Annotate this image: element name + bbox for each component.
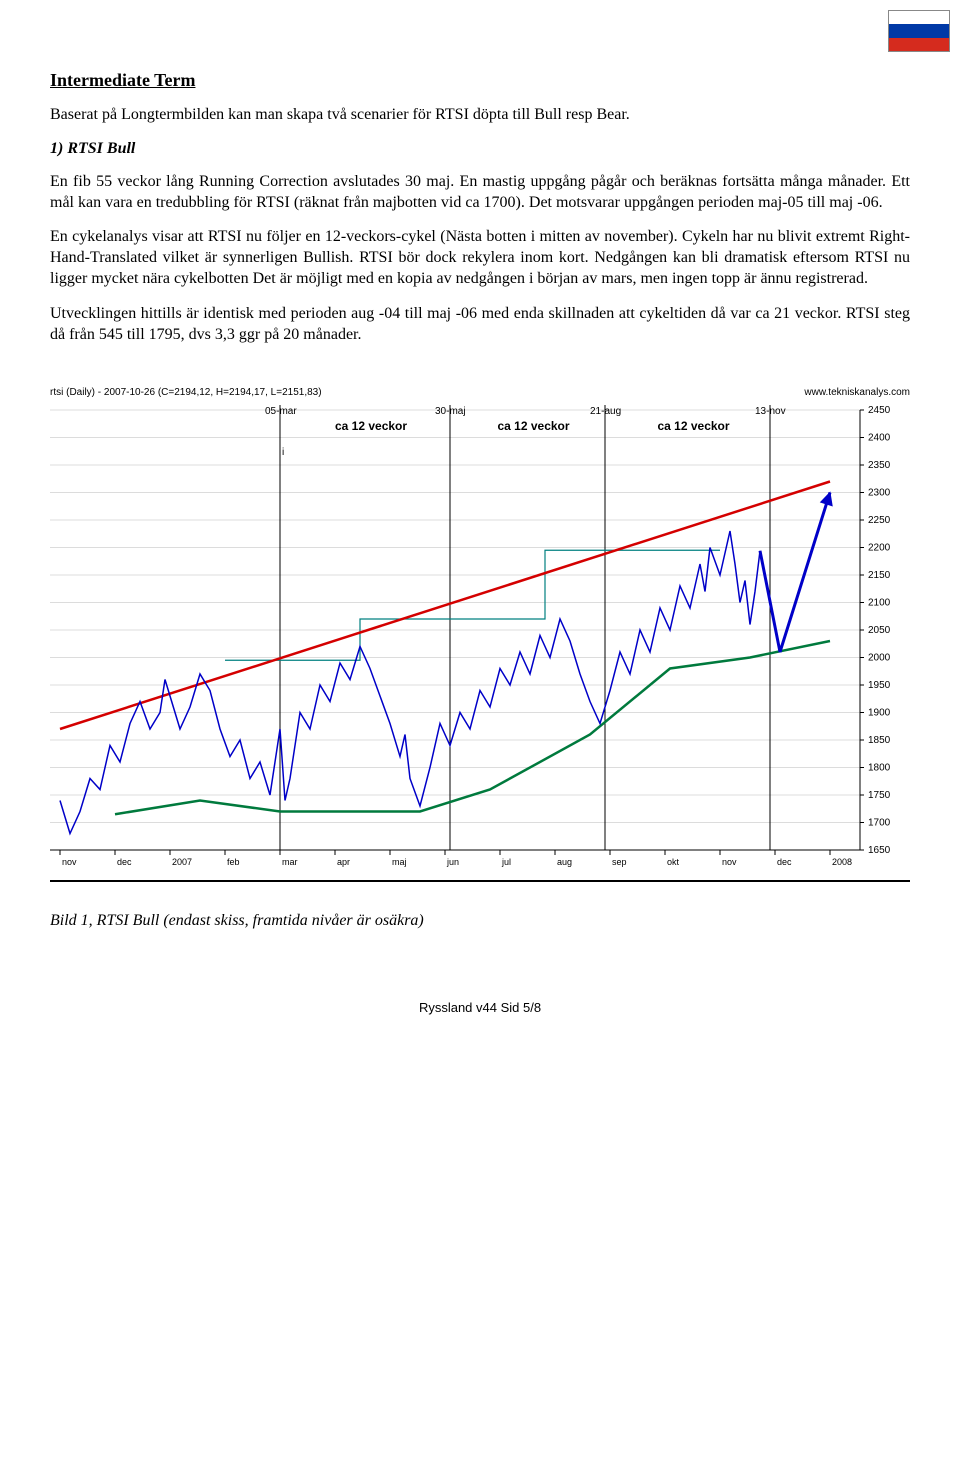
svg-text:jul: jul [501,857,511,867]
chart-header: rtsi (Daily) - 2007-10-26 (C=2194,12, H=… [50,385,910,400]
svg-text:apr: apr [337,857,350,867]
chart-header-right: www.tekniskanalys.com [804,387,910,398]
svg-text:jun: jun [446,857,459,867]
svg-text:nov: nov [722,857,737,867]
body-paragraph-3: Utvecklingen hittills är identisk med pe… [50,304,910,346]
page-footer: Ryssland v44 Sid 5/8 [50,1000,910,1015]
svg-text:2000: 2000 [868,653,891,664]
flag-stripe-top [889,11,949,24]
svg-text:sep: sep [612,857,627,867]
svg-text:mar: mar [282,857,298,867]
svg-text:2350: 2350 [868,460,891,471]
svg-text:2400: 2400 [868,433,891,444]
svg-text:ca 12 veckor: ca 12 veckor [658,419,730,433]
svg-text:1850: 1850 [868,735,891,746]
flag-stripe-mid [889,24,949,37]
body-paragraph-2: En cykelanalys visar att RTSI nu följer … [50,227,910,289]
svg-text:2100: 2100 [868,598,891,609]
flag-icon [888,10,950,52]
svg-text:2150: 2150 [868,570,891,581]
chart-svg: 1650 1700 1750 1800 1850 1900 1950 2000 2050 2100… [50,400,910,880]
svg-text:2007: 2007 [172,857,192,867]
svg-text:1800: 1800 [868,763,891,774]
chart-caption: Bild 1, RTSI Bull (endast skiss, framtid… [50,912,910,930]
svg-text:dec: dec [117,857,132,867]
svg-text:1950: 1950 [868,680,891,691]
svg-text:i: i [282,447,284,458]
svg-text:1650: 1650 [868,845,891,856]
svg-text:2250: 2250 [868,515,891,526]
svg-text:2200: 2200 [868,543,891,554]
svg-text:21-aug: 21-aug [590,406,621,417]
svg-text:aug: aug [557,857,572,867]
section-heading: Intermediate Term [50,70,910,91]
flag-stripe-bot [889,38,949,51]
svg-text:ca 12 veckor: ca 12 veckor [335,419,407,433]
svg-text:05-mar: 05-mar [265,406,297,417]
svg-text:30-maj: 30-maj [435,406,466,417]
intro-paragraph: Baserat på Longtermbilden kan man skapa … [50,105,910,126]
page-content: Intermediate Term Baserat på Longtermbil… [0,0,960,1045]
svg-text:okt: okt [667,857,680,867]
svg-text:1750: 1750 [868,790,891,801]
chart-body: 1650 1700 1750 1800 1850 1900 1950 2000 2050 2100… [50,400,910,880]
svg-text:2450: 2450 [868,405,891,416]
scenario-label: 1) RTSI Bull [50,140,910,158]
chart-container: rtsi (Daily) - 2007-10-26 (C=2194,12, H=… [50,385,910,882]
svg-text:dec: dec [777,857,792,867]
chart-header-left: rtsi (Daily) - 2007-10-26 (C=2194,12, H=… [50,387,322,398]
svg-text:maj: maj [392,857,407,867]
svg-text:2008: 2008 [832,857,852,867]
svg-text:feb: feb [227,857,240,867]
svg-text:2050: 2050 [868,625,891,636]
svg-text:ca 12 veckor: ca 12 veckor [498,419,570,433]
svg-text:1900: 1900 [868,708,891,719]
svg-text:2300: 2300 [868,488,891,499]
svg-text:1700: 1700 [868,818,891,829]
svg-text:13-nov: 13-nov [755,406,786,417]
body-paragraph-1: En fib 55 veckor lång Running Correction… [50,172,910,214]
svg-text:nov: nov [62,857,77,867]
